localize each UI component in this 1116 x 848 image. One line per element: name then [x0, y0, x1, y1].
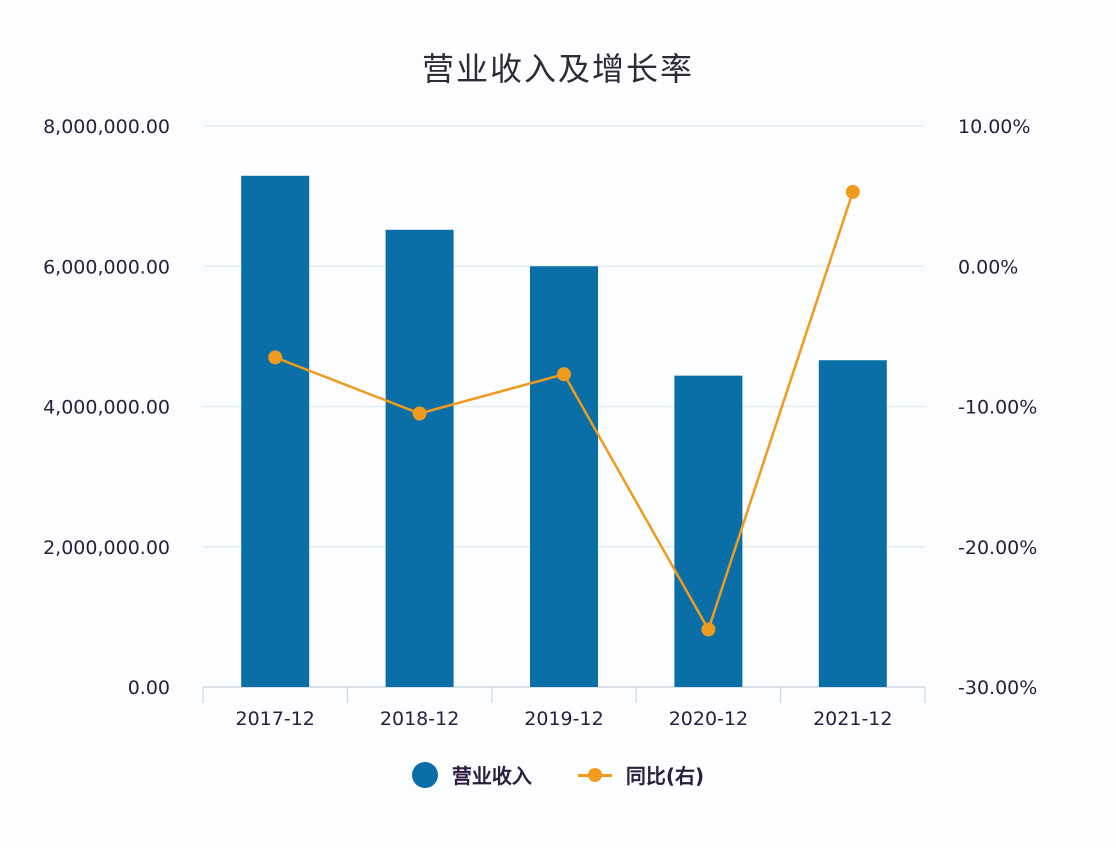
legend: 营业收入 同比(右) [0, 760, 1116, 789]
left-axis-tick: 0.00 [128, 677, 170, 699]
bar-2021-12[interactable] [818, 360, 887, 687]
right-axis-tick: -30.00% [958, 677, 1037, 699]
legend-item-revenue[interactable]: 营业收入 [411, 760, 532, 789]
bar-2019-12[interactable] [530, 266, 598, 687]
legend-label-yoy: 同比(右) [625, 764, 705, 788]
chart-title: 营业收入及增长率 [421, 50, 694, 88]
yoy-point-2021-12[interactable] [845, 184, 860, 199]
yoy-point-2020-12[interactable] [701, 622, 716, 637]
left-axis-tick: 2,000,000.00 [43, 537, 170, 559]
x-axis-label: 2021-12 [813, 708, 892, 730]
x-axis-label: 2020-12 [669, 708, 748, 730]
bar-2020-12[interactable] [674, 375, 743, 687]
x-axis-label: 2018-12 [380, 708, 459, 730]
left-axis-tick: 4,000,000.00 [43, 397, 170, 419]
bar-2017-12[interactable] [241, 175, 310, 687]
right-axis-tick: -10.00% [958, 397, 1037, 419]
yoy-point-2018-12[interactable] [412, 406, 427, 421]
right-axis-tick: 0.00% [958, 256, 1018, 278]
line-marker-icon [577, 767, 612, 782]
x-axis-label: 2017-12 [236, 708, 315, 730]
left-axis-tick: 6,000,000.00 [43, 256, 170, 278]
circle-icon [411, 761, 438, 788]
bar-2018-12[interactable] [385, 229, 454, 687]
right-axis-tick: -20.00% [958, 537, 1037, 559]
yoy-point-2017-12[interactable] [268, 350, 283, 365]
x-axis-label: 2019-12 [524, 708, 603, 730]
legend-item-yoy[interactable]: 同比(右) [577, 760, 705, 789]
yoy-point-2019-12[interactable] [557, 367, 571, 382]
left-axis-tick: 8,000,000.00 [43, 116, 170, 138]
right-axis-tick: 10.00% [958, 116, 1030, 138]
legend-label-revenue: 营业收入 [451, 764, 532, 788]
